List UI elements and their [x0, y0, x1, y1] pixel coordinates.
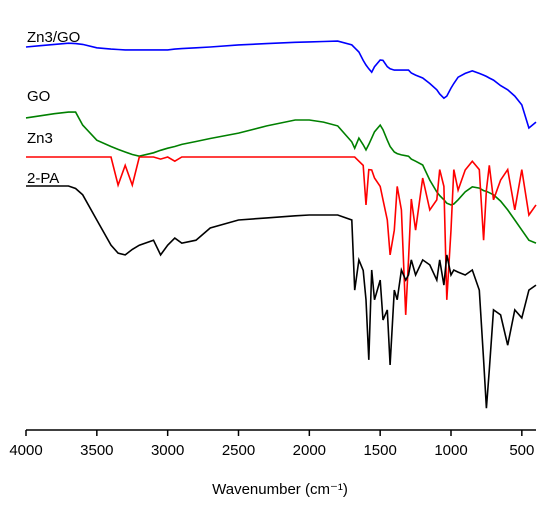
- x-tick-label: 2000: [293, 442, 326, 459]
- x-tick-label: 3500: [80, 442, 113, 459]
- spectrum-line: [25, 111, 537, 244]
- x-axis-label: Wavenumber (cm⁻¹): [212, 481, 348, 498]
- x-tick-label: 500: [509, 442, 534, 459]
- series-label: Zn3/GO: [27, 29, 80, 46]
- spectrum-line: [26, 156, 537, 315]
- x-tick-label: 1500: [363, 442, 396, 459]
- x-tick-label: 2500: [222, 442, 255, 459]
- series-label: 2-PA: [27, 170, 59, 187]
- spectrum-line: [26, 185, 537, 409]
- series-label: GO: [27, 88, 50, 105]
- x-tick-label: 3000: [151, 442, 184, 459]
- x-tick-label: 1000: [434, 442, 467, 459]
- x-tick-label: 4000: [9, 442, 42, 459]
- spectrum-line: [25, 40, 537, 130]
- series-label: Zn3: [27, 130, 53, 147]
